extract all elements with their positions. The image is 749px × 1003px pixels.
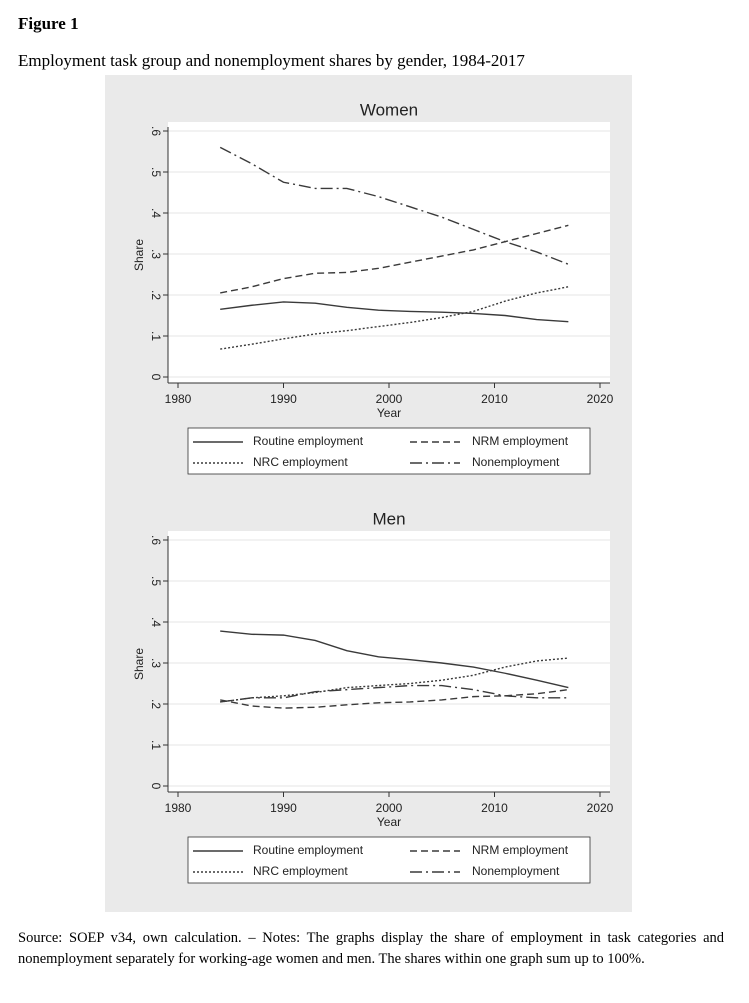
y-tick-label: .5 bbox=[149, 167, 163, 177]
legend-box bbox=[187, 836, 591, 884]
chart-title: Women bbox=[360, 100, 418, 119]
x-axis-label: Year bbox=[377, 815, 401, 829]
y-tick-label: .1 bbox=[149, 331, 163, 341]
y-tick-label: .6 bbox=[149, 126, 163, 136]
legend-label: NRM employment bbox=[472, 843, 569, 857]
x-tick-label: 2000 bbox=[376, 801, 403, 815]
y-tick-label: .4 bbox=[149, 617, 163, 627]
y-tick-label: .2 bbox=[149, 699, 163, 709]
plot-area bbox=[168, 122, 610, 383]
y-tick-label: .6 bbox=[149, 535, 163, 545]
x-tick-label: 2000 bbox=[376, 392, 403, 406]
x-tick-label: 2020 bbox=[587, 801, 614, 815]
caption: Employment task group and nonemployment … bbox=[18, 51, 525, 70]
series-line bbox=[220, 301, 569, 323]
y-tick-label: .2 bbox=[149, 290, 163, 300]
series-line bbox=[220, 684, 569, 703]
chart-title: Men bbox=[372, 509, 405, 528]
figure-label: Figure 1 bbox=[18, 14, 79, 33]
y-tick-label: 0 bbox=[149, 374, 163, 381]
legend-label: NRC employment bbox=[253, 864, 348, 878]
y-tick-label: 0 bbox=[149, 783, 163, 790]
figure: Women 0 .1 .2 .3 .4 .5 .6 Share 1980 1990 2000 2010 2… bbox=[105, 75, 632, 912]
x-tick-label: 1990 bbox=[270, 392, 297, 406]
legend-label: Routine employment bbox=[253, 434, 364, 448]
y-tick-label: .4 bbox=[149, 208, 163, 218]
x-tick-label: 2010 bbox=[481, 801, 508, 815]
legend-label: NRM employment bbox=[472, 434, 569, 448]
legend-label: NRC employment bbox=[253, 455, 348, 469]
x-tick-label: 1980 bbox=[165, 801, 192, 815]
y-axis-label: Share bbox=[132, 239, 146, 271]
legend-label: Nonemployment bbox=[472, 864, 560, 878]
legend-label: Routine employment bbox=[253, 843, 364, 857]
y-tick-label: .3 bbox=[149, 658, 163, 668]
series-line bbox=[220, 224, 569, 294]
y-tick-label: .5 bbox=[149, 576, 163, 586]
x-axis-label: Year bbox=[377, 406, 401, 420]
x-tick-label: 1980 bbox=[165, 392, 192, 406]
series-line bbox=[219, 146, 569, 265]
y-tick-label: .3 bbox=[149, 249, 163, 259]
legend-label: Nonemployment bbox=[472, 455, 560, 469]
x-tick-label: 2010 bbox=[481, 392, 508, 406]
y-tick-label: .1 bbox=[149, 740, 163, 750]
plot-area bbox=[168, 531, 610, 792]
series-line bbox=[220, 657, 569, 703]
x-tick-label: 2020 bbox=[587, 392, 614, 406]
x-tick-label: 1990 bbox=[270, 801, 297, 815]
source-note: Source: SOEP v34, own calculation. – Not… bbox=[18, 930, 724, 967]
y-axis-label: Share bbox=[132, 648, 146, 680]
series-line bbox=[220, 630, 569, 689]
legend-box bbox=[187, 427, 591, 475]
